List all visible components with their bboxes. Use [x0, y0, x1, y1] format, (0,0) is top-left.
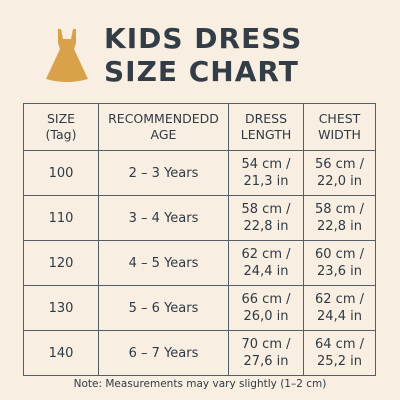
length-in: 21,3 in: [243, 174, 289, 189]
cell-chest-width: 60 cm / 23,6 in: [303, 240, 376, 286]
cell-size: 120: [23, 240, 99, 286]
table-row: 110 3 – 4 Years 58 cm / 22,8 in 58 cm / …: [23, 195, 376, 241]
header-age-line1: RECOMMENDEDD: [108, 111, 219, 126]
table-header-row: SIZE (Tag) RECOMMENDEDD AGE DRESS LENGTH…: [23, 103, 376, 151]
header-length-line1: DRESS: [244, 111, 288, 126]
table-row: 140 6 – 7 Years 70 cm / 27,6 in 64 cm / …: [23, 330, 376, 376]
cell-age: 2 – 3 Years: [98, 150, 229, 196]
length-in: 24,4 in: [243, 264, 289, 279]
measurement-note: Note: Measurements may vary slightly (1–…: [73, 378, 327, 390]
header-chest-line1: CHEST: [318, 111, 361, 126]
cell-size: 110: [23, 195, 99, 241]
length-cm: 62 cm /: [241, 247, 291, 262]
chest-in: 25,2 in: [317, 354, 362, 369]
length-cm: 70 cm /: [241, 337, 291, 352]
title-line-2: SIZE CHART: [104, 55, 299, 88]
chest-cm: 58 cm /: [315, 202, 364, 217]
length-cm: 66 cm /: [241, 292, 291, 307]
length-in: 22,8 in: [243, 219, 289, 234]
title-line-1: KIDS DRESS: [104, 22, 303, 55]
header-chest-width: CHEST WIDTH: [303, 103, 376, 151]
length-in: 27,6 in: [243, 354, 289, 369]
dress-icon: [46, 29, 88, 82]
header-length-line2: LENGTH: [240, 127, 292, 142]
cell-dress-length: 66 cm / 26,0 in: [228, 285, 304, 331]
cell-age: 4 – 5 Years: [98, 240, 229, 286]
cell-age: 6 – 7 Years: [98, 330, 229, 376]
cell-size: 100: [23, 150, 99, 196]
header-size-line1: SIZE: [46, 111, 76, 126]
size-chart-table: SIZE (Tag) RECOMMENDEDD AGE DRESS LENGTH…: [23, 103, 376, 376]
length-cm: 54 cm /: [241, 157, 291, 172]
table-row: 120 4 – 5 Years 62 cm / 24,4 in 60 cm / …: [23, 240, 376, 286]
table-row: 100 2 – 3 Years 54 cm / 21,3 in 56 cm / …: [23, 150, 376, 196]
header-chest-line2: WIDTH: [318, 127, 361, 142]
cell-size: 130: [23, 285, 99, 331]
chest-cm: 56 cm /: [315, 157, 364, 172]
cell-size: 140: [23, 330, 99, 376]
cell-chest-width: 56 cm / 22,0 in: [303, 150, 376, 196]
cell-dress-length: 54 cm / 21,3 in: [228, 150, 304, 196]
cell-chest-width: 62 cm / 24,4 in: [303, 285, 376, 331]
chest-in: 22,0 in: [317, 174, 362, 189]
chest-in: 24,4 in: [317, 309, 362, 324]
table-row: 130 5 – 6 Years 66 cm / 26,0 in 62 cm / …: [23, 285, 376, 331]
cell-chest-width: 64 cm / 25,2 in: [303, 330, 376, 376]
header-size-line2: (Tag): [45, 127, 77, 142]
chest-cm: 64 cm /: [315, 337, 364, 352]
header-age-line2: AGE: [150, 127, 177, 142]
chest-cm: 62 cm /: [315, 292, 364, 307]
chest-in: 23,6 in: [317, 264, 362, 279]
page-title: KIDS DRESS SIZE CHART: [104, 22, 394, 88]
header-dress-length: DRESS LENGTH: [228, 103, 304, 151]
cell-chest-width: 58 cm / 22,8 in: [303, 195, 376, 241]
length-in: 26,0 in: [243, 309, 289, 324]
header-age: RECOMMENDEDD AGE: [98, 103, 229, 151]
cell-dress-length: 70 cm / 27,6 in: [228, 330, 304, 376]
cell-dress-length: 58 cm / 22,8 in: [228, 195, 304, 241]
chest-cm: 60 cm /: [315, 247, 364, 262]
length-cm: 58 cm /: [241, 202, 291, 217]
header-size: SIZE (Tag): [23, 103, 99, 151]
cell-age: 5 – 6 Years: [98, 285, 229, 331]
cell-dress-length: 62 cm / 24,4 in: [228, 240, 304, 286]
chest-in: 22,8 in: [317, 219, 362, 234]
cell-age: 3 – 4 Years: [98, 195, 229, 241]
